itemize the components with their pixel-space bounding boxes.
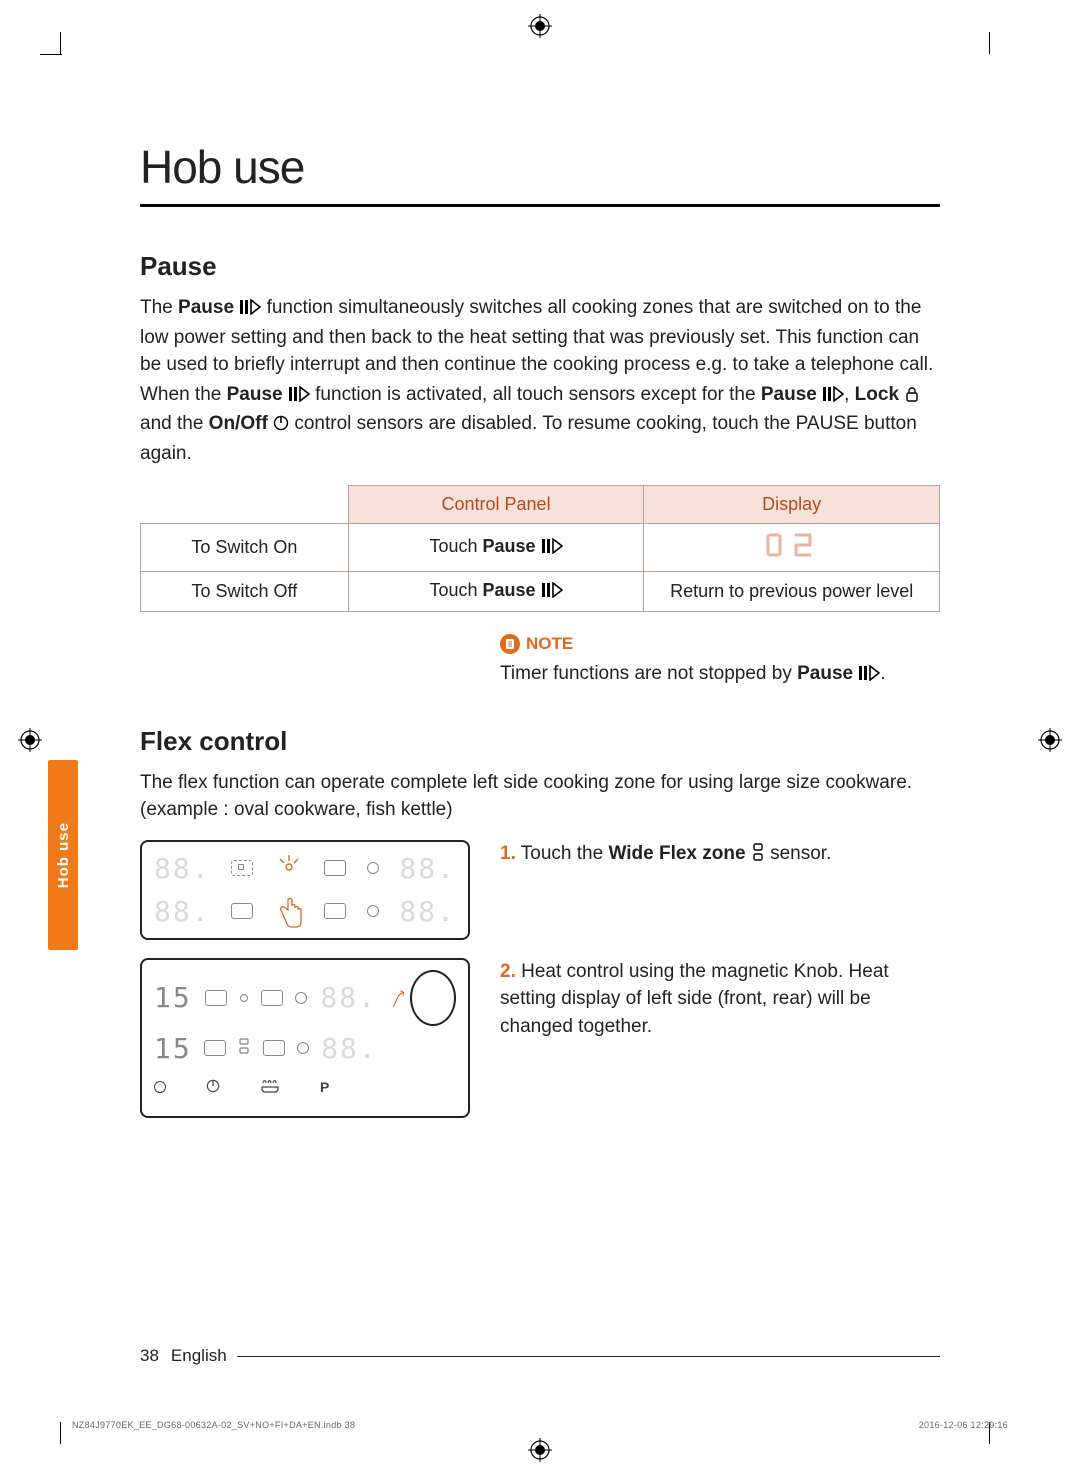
table-row: To Switch On Touch Pause — [141, 524, 940, 572]
pause-play-icon — [239, 296, 261, 324]
pause-table: Control Panel Display To Switch On Touch… — [140, 485, 940, 612]
note-badge-icon — [500, 634, 520, 654]
imprint-right: 2016-12-06 12:29:16 — [919, 1420, 1008, 1430]
section-tab: Hob use — [48, 760, 78, 950]
section-tab-label: Hob use — [55, 822, 72, 888]
flex-intro: The flex function can operate complete l… — [140, 769, 940, 824]
pointing-hand-icon — [274, 896, 304, 932]
step-text: 1. Touch the Wide Flex zone sensor. — [500, 840, 940, 870]
lock-icon — [904, 383, 920, 411]
row-display — [644, 524, 940, 572]
crop-mark — [40, 54, 62, 55]
pause-p2: When the Pause function is activated, al… — [140, 381, 940, 468]
registration-mark-left — [18, 728, 42, 752]
crop-mark — [989, 32, 990, 54]
crop-mark — [60, 32, 61, 54]
pause-heading: Pause — [140, 251, 940, 282]
step-row: 88. — [140, 840, 940, 940]
page-title: Hob use — [140, 140, 940, 194]
row-control: Touch Pause — [348, 524, 644, 572]
table-header-empty — [141, 486, 349, 524]
table-header-control: Control Panel — [348, 486, 644, 524]
p-label: P — [320, 1079, 329, 1095]
table-header-row: Control Panel Display — [141, 486, 940, 524]
title-rule — [140, 204, 940, 207]
power-icon — [273, 412, 289, 440]
touch-hand-icon — [274, 853, 304, 883]
note-label: NOTE — [526, 634, 573, 654]
note-header: NOTE — [500, 634, 940, 654]
table-header-display: Display — [644, 486, 940, 524]
magnetic-knob-icon — [410, 970, 456, 1026]
table-row: To Switch Off Touch Pause Return to prev… — [141, 572, 940, 612]
pause-paragraphs: The Pause function simultaneously switch… — [140, 294, 940, 467]
registration-mark-top — [528, 14, 552, 38]
registration-mark-right — [1038, 728, 1062, 752]
page-footer: 38 English — [140, 1346, 940, 1366]
flex-zone-icon — [238, 1038, 250, 1059]
pause-play-icon — [288, 383, 310, 411]
row-display: Return to previous power level — [644, 572, 940, 612]
step-text: 2. Heat control using the magnetic Knob.… — [500, 958, 940, 1041]
footer-rule — [237, 1356, 940, 1357]
crop-mark — [60, 1422, 61, 1444]
page-number: 38 — [140, 1346, 159, 1366]
keep-warm-icon — [260, 1079, 280, 1096]
row-control: Touch Pause — [348, 572, 644, 612]
step-number: 1. — [500, 843, 516, 864]
pause-play-icon — [541, 538, 563, 559]
rotate-hand-icon — [390, 983, 406, 1013]
registration-mark-bottom — [528, 1438, 552, 1462]
row-label: To Switch Off — [141, 572, 349, 612]
seven-segment-icon — [762, 532, 822, 558]
row-label: To Switch On — [141, 524, 349, 572]
step-row: 15 88. 15 — [140, 958, 940, 1118]
imprint-left: NZ84J9770EK_EE_DG68-00632A-02_SV+NO+FI+D… — [72, 1420, 355, 1430]
control-panel-illustration-2: 15 88. 15 — [140, 958, 470, 1118]
note-text: Timer functions are not stopped by Pause… — [500, 660, 940, 690]
pause-play-icon — [541, 582, 563, 603]
page-language: English — [171, 1346, 227, 1366]
flex-zone-icon — [751, 842, 765, 870]
flex-section: Flex control The flex function can opera… — [140, 726, 940, 1118]
pause-play-icon — [858, 662, 880, 690]
flex-heading: Flex control — [140, 726, 940, 757]
note-block: NOTE Timer functions are not stopped by … — [500, 634, 940, 690]
power-icon — [206, 1079, 220, 1096]
control-panel-illustration-1: 88. — [140, 840, 470, 940]
step-number: 2. — [500, 961, 516, 982]
content-area: Hob use Pause The Pause function simulta… — [140, 140, 940, 1136]
pause-play-icon — [822, 383, 844, 411]
pause-p1: The Pause function simultaneously switch… — [140, 294, 940, 379]
page: Hob use Hob use Pause The Pause function… — [0, 0, 1080, 1476]
